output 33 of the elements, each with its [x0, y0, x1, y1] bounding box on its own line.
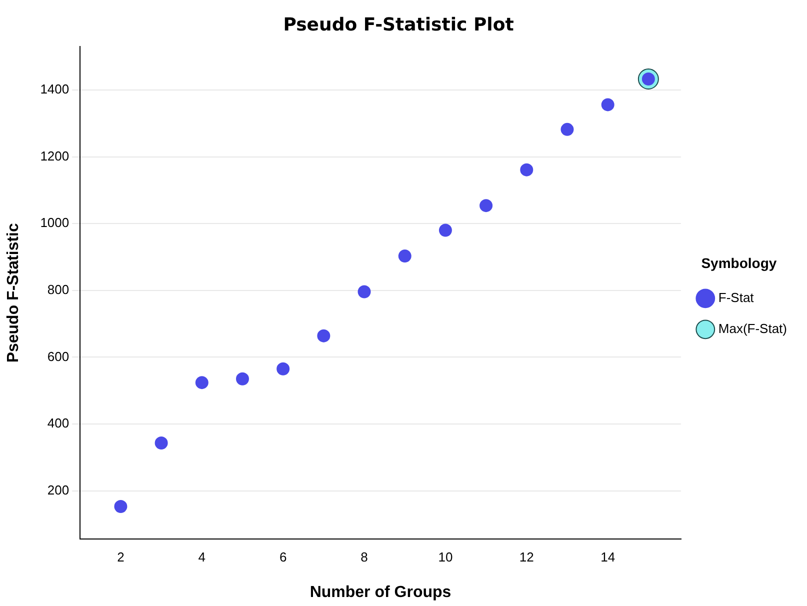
y-tick-label: 1400: [40, 82, 70, 97]
point: [601, 98, 614, 112]
legend-label: F-Stat: [718, 290, 754, 305]
point: [195, 376, 208, 390]
x-tick-label: 12: [519, 550, 534, 565]
point: [480, 199, 493, 212]
x-tick-label: 10: [438, 550, 453, 565]
x-axis-title: Number of Groups: [310, 584, 452, 601]
y-axis-title: Pseudo F-Statistic: [5, 223, 22, 363]
point: [560, 122, 574, 136]
y-tick-label: 1200: [40, 148, 70, 164]
y-tick-label: 400: [47, 416, 70, 431]
y-tick-label: 1000: [40, 215, 70, 230]
point: [236, 372, 249, 386]
point: [154, 436, 168, 450]
point: [438, 224, 452, 237]
y-tick-label: 600: [47, 348, 70, 364]
point: [358, 285, 371, 298]
point: [276, 362, 290, 376]
chart-title: Pseudo F-Statistic Plot: [283, 14, 514, 36]
y-tick-label: 800: [47, 282, 70, 297]
x-tick-label: 6: [279, 550, 287, 565]
point: [398, 249, 412, 262]
x-tick-label: 4: [198, 550, 206, 565]
x-tick-label: 14: [600, 550, 616, 565]
x-tick-label: 2: [117, 550, 124, 565]
point: [114, 500, 128, 513]
legend-title: Symbology: [701, 254, 777, 271]
y-tick-label: 200: [47, 482, 70, 498]
x-tick-label: 8: [360, 550, 368, 565]
legend-label: Max(F-Stat): [718, 320, 788, 336]
point: [520, 163, 534, 176]
point: [317, 329, 330, 342]
